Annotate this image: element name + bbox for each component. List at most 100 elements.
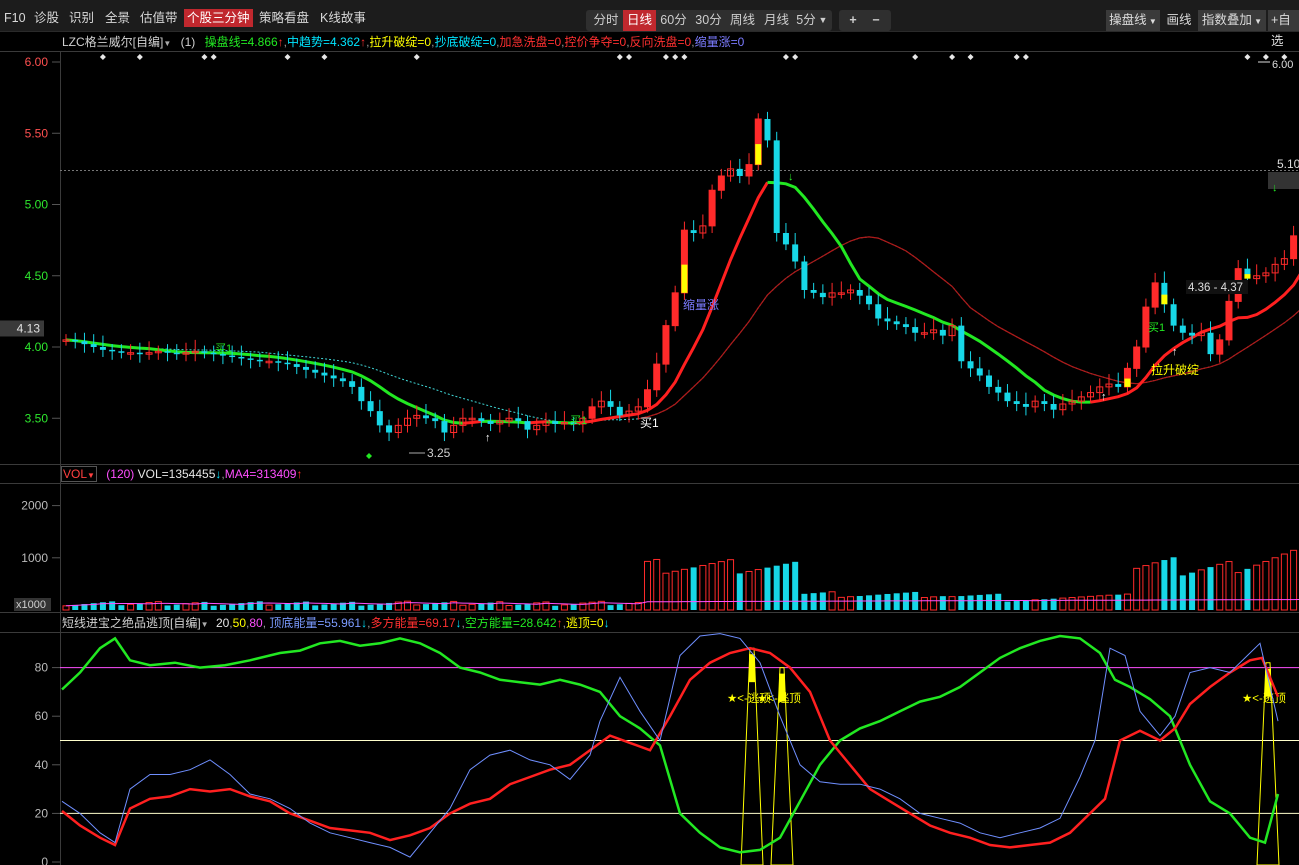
volume-bar: [90, 603, 97, 610]
indicator-name[interactable]: LZC格兰威尔[自编]: [62, 35, 164, 49]
chevron-down-icon[interactable]: ▼: [200, 620, 209, 629]
volume-bar: [376, 603, 383, 610]
candle-body: [948, 325, 956, 337]
volume-bar: [1151, 562, 1159, 611]
candle-body: [229, 355, 236, 358]
candle-body: [552, 421, 559, 424]
candle-body: [884, 318, 891, 322]
main-indicator-value-7: 缩量涨=0: [694, 35, 745, 49]
volume-bar: [127, 603, 135, 611]
escape-top-label: ★<-逃顶: [757, 692, 801, 705]
period-minute-button[interactable]: 分时: [593, 13, 619, 27]
volume-bar: [662, 572, 670, 611]
add-custom-button[interactable]: +自选: [1268, 10, 1299, 48]
osc-param-2: 50: [232, 616, 246, 630]
operation-line-rising: [462, 419, 482, 425]
chevron-down-icon[interactable]: ▼: [818, 15, 828, 25]
volume-bar: [265, 604, 273, 611]
candle-body: [588, 406, 596, 419]
candle-body: [441, 421, 448, 433]
escape-spike-outline: [1256, 662, 1280, 865]
period-5min-button[interactable]: 5分: [796, 13, 816, 27]
nav-tab-three-minutes[interactable]: 个股三分钟: [184, 9, 253, 27]
candle-body: [1142, 306, 1150, 348]
nav-tab-identify[interactable]: 识别: [69, 11, 95, 25]
volume-bar: [690, 567, 697, 610]
candle-body: [136, 352, 143, 355]
volume-bar: [201, 601, 208, 610]
period-60min-button[interactable]: 60分: [660, 13, 687, 27]
zoom-in-button[interactable]: +: [849, 13, 857, 27]
nav-tab-strategy[interactable]: 策略看盘: [259, 11, 310, 25]
candle-body: [1133, 346, 1141, 369]
candle-body: [930, 329, 938, 334]
candle-body: [1096, 386, 1104, 394]
indicator-select[interactable]: 操盘线 ▼: [1106, 10, 1160, 31]
candle-body: [127, 352, 135, 355]
price-tick-label: 4.50: [25, 269, 49, 283]
volume-bar: [1050, 598, 1057, 610]
candle-body: [173, 352, 180, 355]
candle-body: [145, 352, 153, 355]
period-weekly-button[interactable]: 周线: [729, 13, 755, 27]
buy-label: 买1: [570, 414, 587, 427]
volume-bars: [62, 549, 1299, 611]
indicator-values: 操盘线=4.866↑,中趋势=4.362↑,拉升破绽=0,抄底破绽=0,加急洗盘…: [204, 35, 745, 49]
candle-body: [339, 378, 346, 382]
candle-body: [515, 418, 522, 422]
index-overlay-select[interactable]: 指数叠加 ▼: [1198, 10, 1266, 31]
volume-bar: [1179, 575, 1186, 610]
operation-line-rising: [1090, 273, 1299, 404]
volume-bar: [819, 592, 826, 610]
nav-tab-valuation[interactable]: 估值带: [140, 11, 178, 25]
volume-bar: [229, 603, 236, 610]
operation-line-rising: [573, 181, 769, 425]
nav-tab-panorama[interactable]: 全景: [105, 11, 131, 25]
vol-indicator-select[interactable]: VOL▼: [61, 466, 97, 482]
candle-body: [1031, 400, 1039, 408]
volume-bar: [995, 593, 1002, 610]
period-daily-button[interactable]: 日线: [623, 10, 656, 31]
signal-arrow: ↓: [1272, 182, 1278, 194]
candle-body: [1105, 383, 1113, 388]
volume-bar: [349, 601, 356, 610]
volume-bar: [487, 602, 494, 610]
osc-indicator-value-1: 多方能量=69.17: [370, 616, 456, 630]
osc-indicator-name[interactable]: 短线进宝之绝品逃顶[自编]: [62, 616, 201, 630]
candle-body: [699, 225, 707, 234]
escape-spike-outline: [740, 647, 764, 865]
volume-bar: [330, 603, 337, 610]
candle-body: [386, 425, 393, 433]
volume-bar: [967, 595, 974, 610]
candle-body: [1170, 304, 1177, 326]
index-overlay-value: 指数叠加: [1201, 13, 1252, 27]
range-label: 4.36 - 4.37: [1188, 282, 1243, 294]
volume-bar: [1041, 599, 1048, 610]
volume-bar: [912, 591, 919, 610]
signal-diamond: [1262, 54, 1269, 60]
current-price-marker: [0, 320, 44, 337]
period-monthly-button[interactable]: 月线: [763, 13, 789, 27]
volume-bar: [986, 594, 992, 610]
nav-tab-kline-story[interactable]: K线故事: [320, 11, 366, 25]
signal-diamond: [626, 54, 633, 60]
draw-line-button[interactable]: 画线: [1166, 13, 1192, 27]
volume-bar: [958, 596, 965, 610]
candle-body: [72, 339, 79, 342]
signal-diamond: [284, 54, 291, 60]
volume-tick-label: 2000: [21, 499, 48, 513]
candle-body: [634, 406, 642, 412]
volume-bar: [597, 600, 605, 611]
chevron-down-icon[interactable]: ▼: [163, 39, 172, 48]
candle-body: [690, 230, 697, 233]
nav-tab-diagnose[interactable]: 诊股: [34, 11, 60, 25]
main-indicator-value-6: 反向洗盘=0: [629, 35, 692, 49]
f10-button[interactable]: F10: [4, 11, 26, 25]
zoom-out-button[interactable]: −: [872, 13, 880, 27]
volume-bar: [1216, 563, 1224, 611]
main-indicator-value-1: 中趋势=4.362: [287, 35, 361, 49]
period-30min-button[interactable]: 30分: [695, 13, 722, 27]
volume-bar: [1022, 600, 1029, 610]
candle-body: [302, 366, 309, 370]
